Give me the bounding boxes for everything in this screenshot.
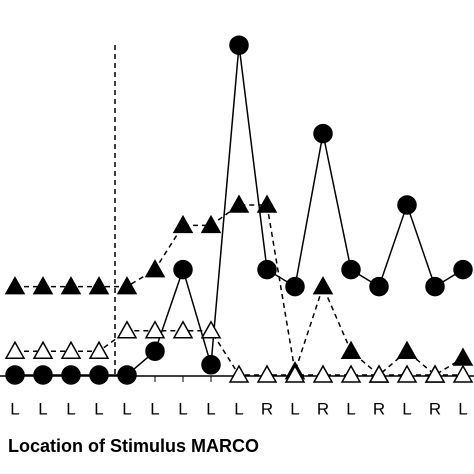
marker [89,365,109,385]
marker [256,194,278,213]
x-tick-label: R [373,399,385,418]
x-tick-label: L [150,399,159,418]
marker [425,276,445,297]
marker [369,276,389,297]
marker [173,259,193,280]
x-tick-label: L [38,399,47,418]
marker [397,195,417,215]
x-tick-label: L [178,399,187,418]
marker [61,365,81,385]
x-tick-label: L [10,399,19,418]
x-tick-label: R [261,399,273,418]
marker [257,259,277,280]
marker [340,364,362,383]
marker [201,355,221,375]
marker [341,259,361,280]
marker [200,320,222,339]
marker [172,320,194,339]
marker [32,340,54,359]
marker [396,340,418,359]
marker [144,259,166,278]
marker [60,340,82,359]
marker [228,194,250,213]
marker [116,276,138,295]
marker [285,276,305,297]
x-tick-label: L [66,399,75,418]
x-tick-label: L [402,399,411,418]
marker [453,259,473,280]
x-tick-label: L [458,399,467,418]
marker [312,276,334,295]
marker [33,365,53,385]
marker [229,35,249,55]
marker [32,276,54,295]
marker [256,364,278,383]
x-tick-label: L [206,399,215,418]
marker [144,320,166,339]
x-tick-label: L [346,399,355,418]
marker [200,214,222,234]
marker [5,365,25,385]
x-tick-label: L [94,399,103,418]
marker [424,364,446,383]
marker [368,364,390,383]
marker [228,364,250,383]
x-tick-label: L [234,399,243,418]
series-line [15,204,464,376]
marker [116,320,138,339]
marker [117,365,137,385]
x-tick-label: R [429,399,441,418]
x-tick-label: L [290,399,299,418]
marker [172,214,194,234]
marker [396,364,418,383]
marker [60,276,82,295]
marker [312,364,334,383]
x-tick-label: L [122,399,131,418]
marker [452,347,474,366]
marker [4,340,26,359]
x-tick-label: R [317,399,329,418]
marker [284,364,306,383]
marker [145,341,165,361]
marker [88,276,110,295]
marker [452,364,474,383]
marker [313,123,333,144]
x-axis-title: Location of Stimulus MARCO [8,436,259,456]
marker [88,340,110,359]
marker [4,276,26,295]
marker [340,340,362,359]
